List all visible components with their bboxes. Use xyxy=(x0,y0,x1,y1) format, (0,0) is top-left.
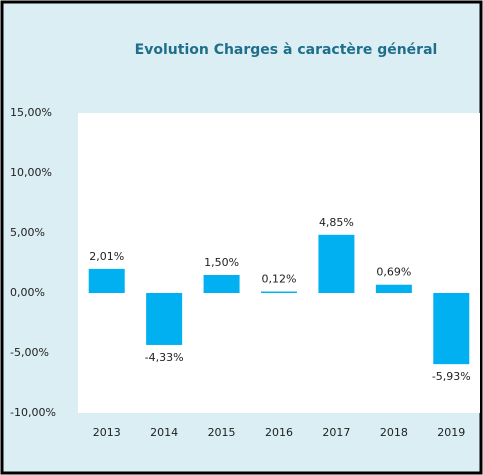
data-label: 0,69% xyxy=(376,266,411,279)
data-label: 1,50% xyxy=(204,256,239,269)
x-tick-label: 2019 xyxy=(437,426,465,439)
y-tick-label: -5,00% xyxy=(10,346,49,359)
plot-area xyxy=(78,113,480,413)
y-tick-label: 0,00% xyxy=(10,286,45,299)
bar xyxy=(88,268,125,293)
bar xyxy=(203,275,240,293)
bar xyxy=(318,234,355,293)
data-label: 2,01% xyxy=(89,250,124,263)
y-tick-label: 10,00% xyxy=(10,166,52,179)
bar xyxy=(146,293,183,345)
bar xyxy=(433,293,470,365)
y-tick-label: 5,00% xyxy=(10,226,45,239)
y-tick-label: -10,00% xyxy=(10,406,56,419)
y-tick-label: 15,00% xyxy=(10,106,52,119)
x-tick-label: 2016 xyxy=(265,426,293,439)
x-tick-label: 2017 xyxy=(322,426,350,439)
x-tick-label: 2015 xyxy=(208,426,236,439)
data-label: -4,33% xyxy=(145,351,184,364)
x-tick-label: 2013 xyxy=(93,426,121,439)
chart-title: Evolution Charges à caractère général xyxy=(135,42,438,58)
x-tick-label: 2018 xyxy=(380,426,408,439)
x-tick-label: 2014 xyxy=(150,426,178,439)
bar xyxy=(261,291,297,293)
bar xyxy=(375,284,412,293)
data-label: -5,93% xyxy=(432,370,471,383)
data-label: 0,12% xyxy=(262,273,297,286)
data-label: 4,85% xyxy=(319,216,354,229)
